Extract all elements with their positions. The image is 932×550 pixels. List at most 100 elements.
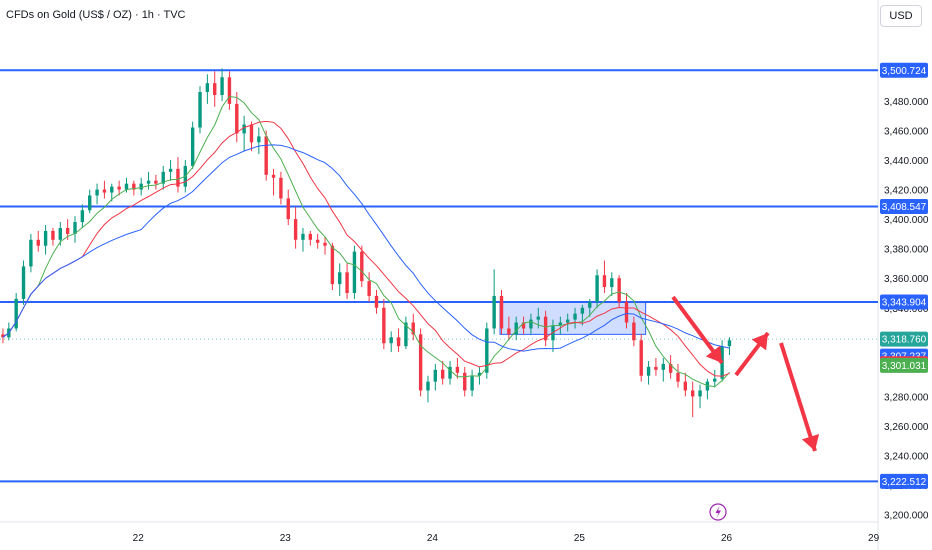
- candle-body: [632, 322, 636, 341]
- candle-body: [521, 322, 526, 329]
- ma-slow-line: [2, 144, 730, 352]
- candle-body: [661, 363, 665, 370]
- candle-body: [433, 369, 438, 382]
- candle-body: [242, 124, 246, 134]
- price-tag-text: 3,301.031: [882, 361, 927, 372]
- price-tag: [880, 331, 928, 347]
- candle-body: [154, 180, 158, 184]
- candle-body: [124, 183, 129, 190]
- candle-body: [676, 372, 680, 382]
- candle-body: [139, 183, 143, 190]
- candle-body: [293, 219, 298, 240]
- candle-body: [624, 301, 629, 323]
- y-tick-label: 3,200.000: [884, 511, 929, 522]
- candle-body: [374, 295, 379, 308]
- candle-body: [507, 328, 511, 335]
- candle-body: [477, 372, 482, 376]
- y-tick-label: 3,380.000: [884, 245, 929, 256]
- candle-body: [58, 227, 62, 240]
- candle-body: [271, 174, 276, 178]
- candle-body: [668, 363, 673, 373]
- consolidation-zone[interactable]: [499, 301, 647, 335]
- x-tick-label: 26: [721, 533, 733, 544]
- candle-body: [639, 340, 643, 376]
- candle-body: [21, 266, 26, 299]
- candle-body: [455, 366, 460, 373]
- candle-body: [499, 295, 504, 329]
- candle-body: [654, 366, 658, 370]
- candle-body: [161, 171, 165, 184]
- candle-body: [235, 103, 239, 134]
- ma-fast-line: [2, 95, 730, 388]
- candle-body: [301, 233, 305, 240]
- candle-body: [198, 92, 202, 128]
- candle-body: [73, 222, 77, 234]
- candle-body: [249, 124, 254, 143]
- candle-body: [14, 298, 18, 329]
- projection-arrow-target[interactable]: [779, 342, 817, 452]
- candle-body: [418, 334, 423, 391]
- candle-body: [286, 198, 290, 220]
- candle-body: [190, 127, 195, 166]
- x-tick-label: 23: [280, 533, 292, 544]
- level-price-tag: [880, 198, 928, 214]
- candle-body: [264, 136, 268, 175]
- candle-body: [588, 301, 592, 308]
- level-price-tag: [880, 473, 928, 489]
- projection-arrow-target-head[interactable]: [801, 433, 820, 451]
- y-tick-label: 3,480.000: [884, 97, 929, 108]
- candle-body: [713, 378, 717, 382]
- candle-body: [227, 77, 232, 104]
- candle-body: [146, 180, 151, 184]
- price-tag: [880, 357, 928, 373]
- level-price-tag: [880, 294, 928, 310]
- candle-body: [65, 227, 70, 234]
- projection-arrow-up-head[interactable]: [751, 333, 768, 351]
- candle-body: [492, 295, 496, 329]
- projection-arrow-down-head[interactable]: [705, 345, 722, 363]
- candle-body: [367, 281, 371, 296]
- y-tick-label: 3,400.000: [884, 215, 929, 226]
- candle-body: [411, 322, 415, 335]
- level-price-tag-text: 3,343.904: [882, 297, 927, 308]
- candle-body: [470, 375, 474, 391]
- candle-body: [396, 337, 401, 347]
- candle-body: [102, 189, 107, 193]
- candle-body: [80, 210, 85, 223]
- candle-body: [43, 230, 48, 246]
- candle-body: [29, 239, 33, 267]
- candle-body: [205, 83, 210, 93]
- ma-mid-line: [2, 120, 730, 377]
- x-tick-label: 22: [133, 533, 145, 544]
- currency-button[interactable]: USD: [880, 5, 922, 27]
- candle-body: [308, 233, 313, 240]
- candle-body: [117, 186, 121, 190]
- y-tick-label: 3,260.000: [884, 422, 929, 433]
- candle-body: [36, 239, 40, 246]
- candle-body: [683, 381, 688, 391]
- level-price-tag-text: 3,222.512: [882, 477, 927, 488]
- y-tick-label: 3,360.000: [884, 274, 929, 285]
- candle-body: [176, 168, 180, 187]
- chart-title: CFDs on Gold (US$ / OZ) · 1h · TVC: [6, 9, 186, 21]
- candle-body: [580, 307, 585, 314]
- candle-body: [602, 275, 607, 288]
- y-tick-label: 3,240.000: [884, 452, 929, 463]
- candle-body: [514, 322, 518, 335]
- candle-body: [382, 307, 386, 344]
- candle-body: [573, 313, 577, 320]
- candle-body: [404, 322, 408, 347]
- y-tick-label: 3,280.000: [884, 392, 929, 403]
- lightning-icon[interactable]: [709, 503, 727, 521]
- candle-body: [595, 275, 599, 302]
- y-tick-label: 3,420.000: [884, 186, 929, 197]
- candle-body: [536, 316, 540, 320]
- candle-body: [132, 183, 136, 190]
- candle-body: [617, 278, 621, 302]
- candle-body: [1, 334, 5, 338]
- candle-body: [426, 381, 430, 391]
- candle-body: [95, 189, 99, 196]
- candle-body: [315, 239, 320, 243]
